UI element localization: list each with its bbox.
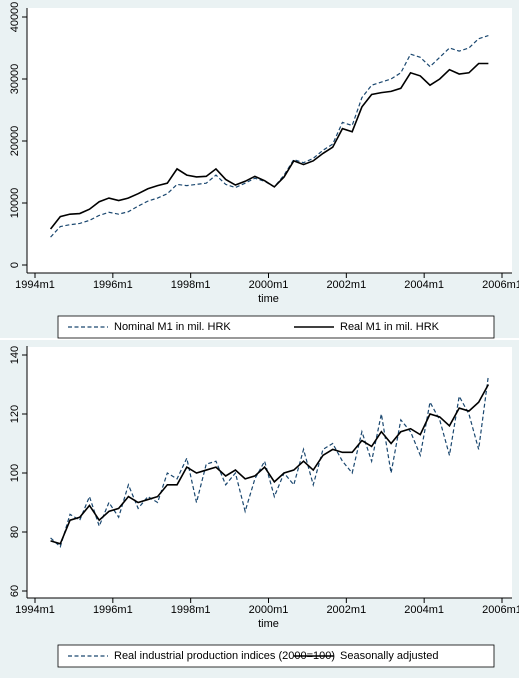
legend-label: Real M1 in mil. HRK — [340, 321, 440, 333]
y-tick-label: 30000 — [9, 64, 21, 95]
y-tick-label: 0 — [9, 262, 21, 268]
x-tick-label: 2002m1 — [326, 604, 366, 616]
x-tick-label: 2004m1 — [404, 604, 444, 616]
legend-label: Seasonally adjusted — [340, 650, 438, 662]
x-tick-label: 2006m1 — [482, 604, 519, 616]
y-tick-label: 100 — [9, 464, 21, 482]
x-tick-label: 2000m1 — [249, 604, 289, 616]
y-tick-label: 40000 — [9, 2, 21, 33]
series-line — [50, 384, 490, 545]
legend-box — [57, 644, 495, 668]
x-tick-label: 2004m1 — [404, 279, 444, 291]
plot-region — [27, 8, 512, 273]
x-tick-label: 1994m1 — [15, 604, 55, 616]
x-tick-label: 1998m1 — [171, 604, 211, 616]
plot-region — [27, 347, 512, 598]
y-tick-label: 60 — [9, 585, 21, 597]
series-line — [50, 35, 489, 238]
x-tick-label: 1994m1 — [15, 279, 55, 291]
series-line — [49, 62, 489, 230]
legend-box — [57, 315, 495, 339]
y-tick-label: 120 — [9, 405, 21, 423]
y-tick-label: 10000 — [9, 188, 21, 219]
legend-label: Nominal M1 in mil. HRK — [114, 321, 231, 333]
legend-label: Real industrial production indices (2000… — [114, 650, 335, 662]
x-tick-label: 1996m1 — [93, 279, 133, 291]
x-tick-label: 1998m1 — [171, 279, 211, 291]
series-line — [50, 375, 489, 548]
y-tick-label: 80 — [9, 526, 21, 538]
y-tick-label: 140 — [9, 346, 21, 364]
x-tick-label: 2006m1 — [482, 279, 519, 291]
x-axis-title: time — [258, 293, 279, 305]
x-tick-label: 2002m1 — [326, 279, 366, 291]
y-tick-label: 20000 — [9, 126, 21, 157]
x-axis-title: time — [258, 618, 279, 630]
x-tick-label: 2000m1 — [249, 279, 289, 291]
x-tick-label: 1996m1 — [93, 604, 133, 616]
